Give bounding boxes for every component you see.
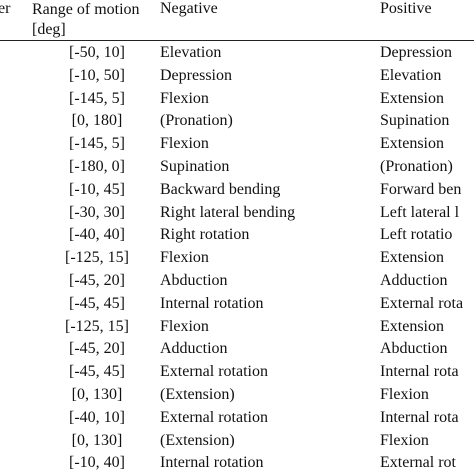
table-cell: [-10, 50] (69, 66, 125, 84)
table-cell: Internal rotation (160, 294, 264, 312)
table-cell: External rotation (160, 363, 268, 381)
header-cell: Range of motion [deg] (32, 1, 140, 38)
table-cell: [-125, 15] (65, 249, 129, 267)
table-cell: [0, 130] (71, 431, 123, 449)
table-cell: [-145, 5] (69, 89, 125, 107)
table-cell: [0, 130] (71, 386, 123, 403)
table-cell: Adduction (160, 340, 228, 358)
table-cell: Backward bending (160, 180, 281, 198)
table-cell: Extension (380, 249, 444, 267)
table-cell: [-45, 20] (69, 340, 125, 358)
table-cell: Abduction (380, 340, 448, 358)
table-cell: Right lateral bending (160, 203, 296, 221)
table-cell: [-50, 10] (69, 44, 125, 61)
table-cell: Internal rota (380, 363, 459, 381)
table-cell: Right rotation (160, 226, 250, 244)
table-cell: Forward ben (380, 180, 462, 198)
table-cell: [-10, 45] (69, 180, 125, 198)
table-cell: Abduction (160, 272, 228, 289)
table-cell: Flexion (160, 135, 209, 153)
table-cell: [-145, 5] (69, 135, 125, 153)
table-cell: Extension (380, 89, 444, 107)
header-rule (0, 40, 474, 41)
table-cell: Left rotatio (380, 226, 453, 244)
table-cell: Internal rotation (160, 454, 264, 472)
table-cell: Extension (380, 317, 444, 335)
table-cell: Extension (380, 135, 444, 153)
table-cell: Adduction (380, 272, 448, 289)
table-cell: Flexion (380, 431, 429, 449)
table-cell: Depression (380, 44, 452, 61)
table-cell: (Pronation) (380, 158, 453, 175)
table-cell: Flexion (380, 386, 429, 403)
table-cell: External rota (380, 294, 464, 312)
header-cell: Negative (160, 0, 218, 17)
table-cell: Flexion (160, 89, 209, 107)
table-cell: [-45, 45] (69, 363, 125, 381)
table-cell: External rotation (160, 408, 268, 426)
table-cell: [-40, 10] (69, 408, 125, 426)
header-cell: er (0, 0, 11, 17)
table-cell: [-45, 45] (69, 294, 125, 312)
table-cell: [-30, 30] (69, 203, 125, 221)
table-cell: [0, 180] (71, 112, 123, 130)
table-cell: Elevation (160, 44, 222, 61)
table-cell: [-10, 40] (69, 454, 125, 472)
table-cell: Supination (160, 158, 230, 175)
table-cell: [-40, 40] (69, 226, 125, 244)
table-cell: Left lateral l (380, 203, 460, 221)
table-cell: External rot (380, 454, 456, 472)
table-cell: (Extension) (160, 386, 235, 403)
table-cell: [-125, 15] (65, 317, 129, 335)
table-cell: (Pronation) (160, 112, 233, 130)
table-cell: Internal rota (380, 408, 459, 426)
table-cell: (Extension) (160, 431, 235, 449)
table-cell: Flexion (160, 249, 209, 267)
table-cell: Depression (160, 66, 232, 84)
header-cell: Positive (380, 0, 432, 17)
table-cell: Flexion (160, 317, 209, 335)
table-cell: [-45, 20] (69, 272, 125, 289)
table-cell: [-180, 0] (69, 158, 125, 175)
table-cell: Elevation (380, 66, 442, 84)
table-cell: Supination (380, 112, 450, 130)
